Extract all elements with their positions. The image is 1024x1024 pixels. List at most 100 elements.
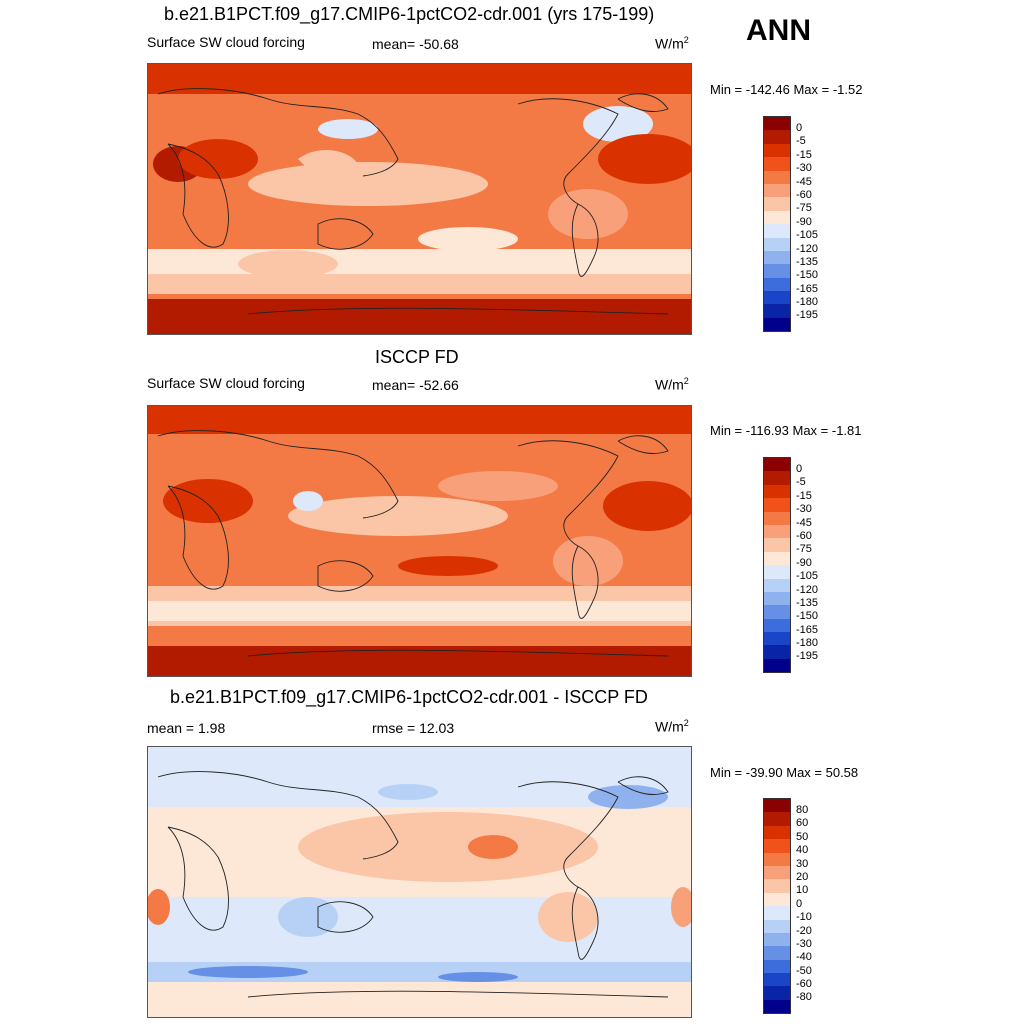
colorbar-swatch (764, 237, 790, 251)
colorbar-tick-label: -80 (796, 991, 812, 1004)
panel2-title: ISCCP FD (375, 347, 459, 367)
colorbar-tick-label: 0 (796, 122, 803, 134)
colorbar-swatch (764, 291, 790, 305)
colorbar-tick-label: -135 (796, 255, 819, 268)
colorbar-swatch (764, 605, 790, 619)
colorbar-swatch (764, 484, 790, 499)
panel1-colorbar (763, 116, 791, 333)
colorbar-swatch (764, 565, 790, 579)
panel3-colorbar-labels: 80 60 50 40 30 20 10 0 -10 -20 -30 -40 -50 -60 -80 (796, 804, 812, 1005)
colorbar-tick-label: 30 (796, 857, 809, 870)
colorbar-tick-label: -90 (796, 556, 812, 569)
colorbar-tick-label: -105 (796, 229, 819, 242)
colorbar-swatch (764, 932, 790, 947)
colorbar-swatch (764, 157, 790, 171)
colorbar-swatch (764, 264, 790, 278)
colorbar-swatch (764, 591, 790, 606)
colorbar-tick-label: 0 (796, 897, 803, 910)
colorbar-tick-label: 50 (796, 830, 809, 843)
colorbar-swatch (764, 183, 790, 198)
colorbar-tick-label: -90 (796, 215, 812, 228)
colorbar-swatch (764, 973, 790, 987)
colorbar-tick-label: -195 (796, 650, 819, 663)
colorbar-swatch (764, 852, 790, 866)
colorbar-tick-label: 10 (796, 884, 809, 897)
colorbar-swatch (764, 825, 790, 840)
colorbar-swatch (764, 250, 790, 265)
panel1-mean-label: mean= -50.68 (372, 36, 459, 52)
colorbar-tick-label: -30 (796, 937, 812, 950)
colorbar-swatch (764, 277, 790, 292)
colorbar-swatch (764, 946, 790, 960)
colorbar-tick-label: -45 (796, 516, 812, 529)
colorbar-swatch (764, 839, 790, 853)
panel1-variable-label: Surface SW cloud forcing (147, 34, 305, 50)
panel2-minmax: Min = -116.93 Max = -1.81 (710, 423, 862, 438)
panel1-colorbar-labels: 0 -5 -15 -30 -45 -60 -75 -90 -105 -120 -135 -150 -16… (796, 122, 818, 323)
colorbar-tick-label: -135 (796, 596, 819, 609)
colorbar-swatch (764, 986, 790, 1000)
colorbar-tick-label: -150 (796, 610, 819, 623)
colorbar-swatch (764, 170, 790, 184)
colorbar-swatch (764, 224, 790, 238)
colorbar-swatch (764, 632, 790, 646)
colorbar-tick-label: -180 (796, 296, 819, 309)
colorbar-tick-label: 60 (796, 817, 809, 830)
colorbar-swatch (764, 143, 790, 158)
colorbar-tick-label: -75 (796, 543, 812, 556)
panel1-units: W/m2 (655, 35, 689, 52)
colorbar-swatch (764, 117, 790, 131)
colorbar-tick-label: 40 (796, 844, 809, 857)
panel2-mean-label: mean= -52.66 (372, 377, 459, 393)
colorbar-tick-label: -120 (796, 583, 819, 596)
colorbar-swatch (764, 197, 790, 211)
colorbar-tick-label: 80 (796, 804, 809, 816)
colorbar-swatch (764, 304, 790, 318)
panel2-units: W/m2 (655, 376, 689, 393)
colorbar-tick-label: -60 (796, 978, 812, 991)
panel3-mean-label: mean = 1.98 (147, 720, 226, 736)
colorbar-tick-label: -165 (796, 623, 819, 636)
panel3-rmse-label: rmse = 12.03 (372, 720, 455, 736)
colorbar-tick-label: -60 (796, 188, 812, 201)
colorbar-swatch (764, 959, 790, 974)
colorbar-swatch (764, 471, 790, 485)
colorbar-tick-label: -20 (796, 924, 812, 937)
colorbar-tick-label: -30 (796, 162, 812, 175)
panel3-colorbar (763, 798, 791, 1015)
colorbar-swatch (764, 919, 790, 933)
colorbar-tick-label: -30 (796, 503, 812, 516)
colorbar-swatch (764, 645, 790, 659)
colorbar-tick-label: -5 (796, 135, 806, 148)
colorbar-swatch (764, 879, 790, 893)
colorbar-swatch (764, 618, 790, 633)
panel1-title: b.e21.B1PCT.f09_g17.CMIP6-1pctCO2-cdr.00… (164, 4, 655, 24)
colorbar-tick-label: -150 (796, 269, 819, 282)
panel2-colorbar-labels: 0 -5 -15 -30 -45 -60 -75 -90 -105 -120 -135 -150 -16… (796, 463, 818, 664)
colorbar-swatch (764, 658, 790, 673)
panel3-title: b.e21.B1PCT.f09_g17.CMIP6-1pctCO2-cdr.00… (170, 687, 648, 707)
colorbar-tick-label: -120 (796, 242, 819, 255)
colorbar-swatch (764, 317, 790, 332)
colorbar-swatch (764, 524, 790, 539)
colorbar-tick-label: -105 (796, 570, 819, 583)
colorbar-swatch (764, 551, 790, 566)
panel1-minmax: Min = -142.46 Max = -1.52 (710, 82, 863, 97)
colorbar-tick-label: -15 (796, 489, 812, 502)
colorbar-tick-label: -195 (796, 309, 819, 322)
colorbar-tick-label: -45 (796, 175, 812, 188)
colorbar-swatch (764, 578, 790, 592)
colorbar-tick-label: -50 (796, 964, 812, 977)
panel2-map (147, 405, 692, 677)
colorbar-swatch (764, 538, 790, 552)
panel3-map (147, 746, 692, 1018)
colorbar-swatch (764, 799, 790, 813)
colorbar-tick-label: 20 (796, 870, 809, 883)
colorbar-swatch (764, 210, 790, 225)
panel3-units: W/m2 (655, 718, 689, 735)
colorbar-swatch (764, 812, 790, 826)
colorbar-tick-label: -180 (796, 637, 819, 650)
colorbar-tick-label: -10 (796, 911, 812, 924)
panel1-map (147, 63, 692, 335)
colorbar-swatch (764, 498, 790, 512)
